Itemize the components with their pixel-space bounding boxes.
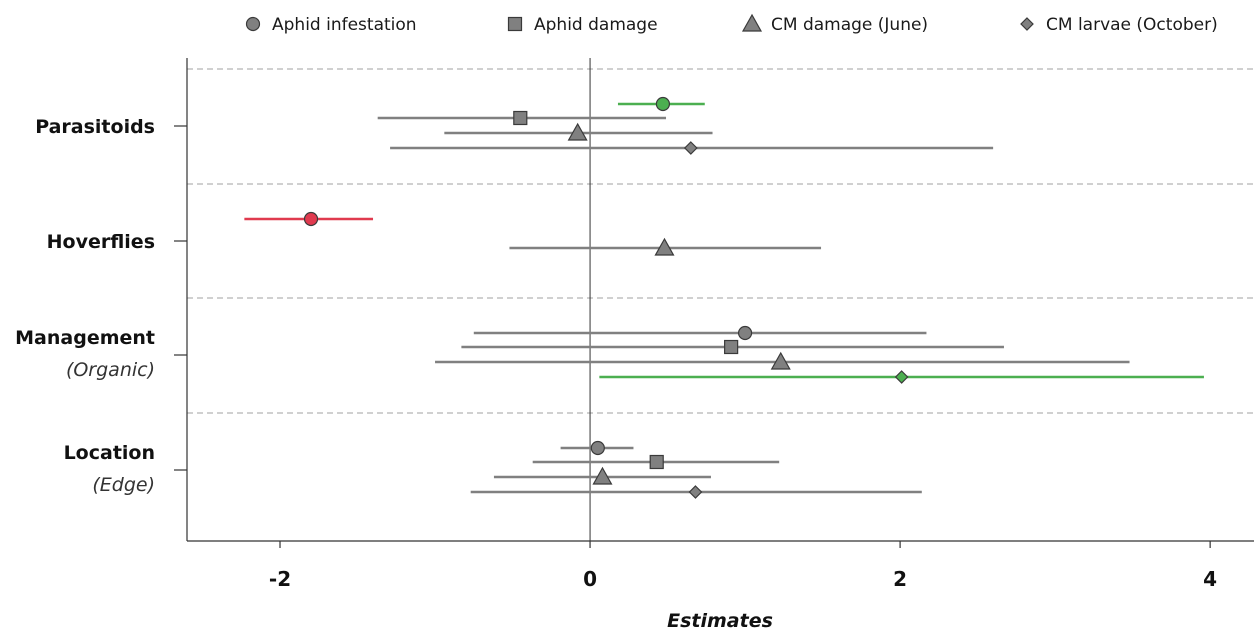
group-hoverflies [244,211,822,256]
point-estimate-triangle [654,237,675,256]
point-estimate-square [724,339,739,355]
estimate-management-aphid-infestation [473,325,927,341]
estimate-hoverflies-aphid-infestation [244,211,374,227]
point-estimate-square [649,454,664,470]
point-estimate-circle [655,96,671,112]
legend: Aphid infestation Aphid damage CM damage (… [245,13,1218,35]
point-estimate-diamond [683,141,698,155]
legend-marker-diamond [1020,17,1034,31]
group-separators [187,68,1254,414]
axes: -2 0 2 4 [174,58,1254,591]
estimate-hoverflies-cm-damage-june [509,237,822,256]
estimate-parasitoids-aphid-damage [377,110,667,126]
x-tick-label: 4 [1203,567,1217,591]
legend-label: CM damage (June) [771,15,928,35]
legend-item-aphid-damage: Aphid damage [507,15,658,35]
legend-marker-square [507,16,523,32]
point-estimate-triangle [592,466,613,485]
estimate-parasitoids-cm-damage-june [444,122,713,141]
group-label-hoverflies: Hoverflies [47,231,155,253]
estimate-management-cm-larvae-october [599,370,1204,384]
point-estimate-diamond [894,370,909,384]
group-management [435,325,1204,384]
estimate-marks [244,96,1204,499]
group-sublabel-management: (Organic) [66,359,155,381]
legend-item-cm-damage-june: CM damage (June) [741,13,928,35]
estimate-parasitoids-aphid-infestation [617,96,705,112]
x-tick-label: -2 [269,567,291,591]
point-estimate-diamond [688,485,703,499]
legend-marker-circle [245,16,261,32]
x-tick-label: 2 [893,567,907,591]
point-estimate-circle [737,325,753,341]
group-label-location: Location [64,442,155,464]
estimate-management-cm-damage-june [435,351,1130,370]
legend-item-cm-larvae-october: CM larvae (October) [1020,15,1218,35]
legend-item-aphid-infestation: Aphid infestation [245,15,417,35]
legend-label: CM larvae (October) [1046,15,1218,35]
group-label-management: Management [15,327,155,349]
estimate-location-cm-larvae-october [470,485,922,499]
group-label-parasitoids: Parasitoids [35,116,155,138]
point-estimate-triangle [567,122,588,141]
group-parasitoids [377,96,994,155]
legend-label: Aphid infestation [272,15,417,35]
group-location [470,440,922,499]
group-sublabel-location: (Edge) [92,474,155,496]
legend-marker-triangle [741,13,763,32]
point-estimate-triangle [770,351,791,370]
x-tick-label: 0 [583,567,597,591]
estimate-location-aphid-damage [532,454,780,470]
estimate-management-aphid-damage [461,339,1004,355]
legend-label: Aphid damage [534,15,658,35]
estimate-parasitoids-cm-larvae-october [390,141,994,155]
x-axis-label: Estimates [667,610,773,632]
estimate-location-aphid-infestation [560,440,634,456]
point-estimate-circle [303,211,319,227]
point-estimate-square [513,110,528,126]
y-axis-labels: Parasitoids Hoverflies Management (Organic)… [15,116,155,496]
estimate-location-cm-damage-june [493,466,711,485]
point-estimate-circle [590,440,605,456]
